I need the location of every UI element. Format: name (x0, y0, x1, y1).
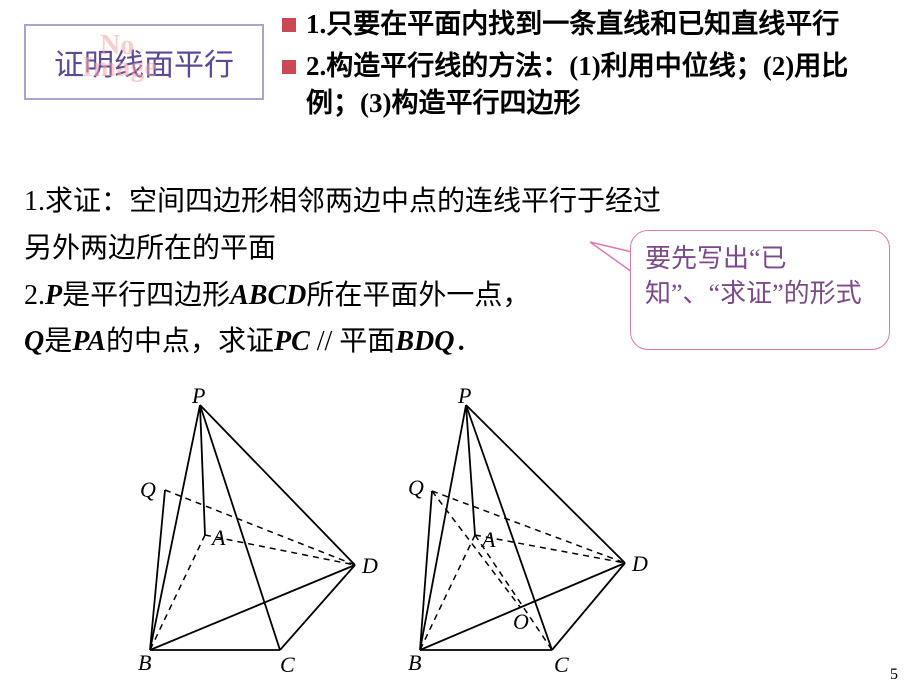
diagram-right: P Q A B C D O (380, 395, 640, 680)
p2-P: P (45, 280, 62, 311)
p2-t3: 是 (44, 326, 72, 357)
bullet-text-2: 2.构造平行线的方法：(1)利用中位线；(2)用比例；(3)构造平行四边形 (306, 48, 902, 121)
page-number: 5 (890, 666, 898, 684)
bullet-square-icon (282, 18, 296, 32)
callout-box: 要先写出“已知”、“求证”的形式 (630, 230, 890, 350)
bullet-square-icon (282, 60, 296, 74)
p2-ABCD: ABCD (230, 280, 306, 311)
title-box: 证明线面平行 (24, 24, 264, 100)
diagram-left: P Q A B C D (110, 395, 370, 680)
label-O: O (513, 609, 529, 634)
label-D: D (361, 553, 378, 578)
p2-t1: 是平行四边形 (62, 280, 230, 311)
p2-t4: 的中点，求证 (106, 326, 274, 357)
diagrams-area: P Q A B C D P Q (110, 395, 650, 675)
label-P: P (191, 383, 205, 408)
callout-text: 要先写出“已知”、“求证”的形式 (645, 244, 862, 308)
title-text: 证明线面平行 (54, 40, 234, 84)
label-Q: Q (408, 475, 424, 500)
label-C: C (554, 652, 569, 677)
p2-t2: 所在平面外一点， (306, 280, 530, 311)
label-Q: Q (140, 477, 156, 502)
bullet-text-1: 1.只要在平面内找到一条直线和已知直线平行 (306, 6, 839, 42)
label-A: A (480, 527, 496, 552)
label-B: B (408, 650, 421, 675)
label-B: B (138, 650, 151, 675)
label-C: C (280, 652, 295, 677)
p2-PA: PA (72, 326, 106, 357)
p2-t5: // 平面 (310, 326, 396, 357)
p1-label: 1. (24, 186, 45, 217)
bullet-item: 1.只要在平面内找到一条直线和已知直线平行 (282, 6, 902, 42)
p2-prefix: 2. (24, 280, 45, 311)
p2-period: ． (454, 326, 482, 357)
p2-PC: PC (274, 326, 310, 357)
label-P: P (457, 383, 471, 408)
bullet-list: 1.只要在平面内找到一条直线和已知直线平行 2.构造平行线的方法：(1)利用中位… (282, 6, 902, 127)
bullet-item: 2.构造平行线的方法：(1)利用中位线；(2)用比例；(3)构造平行四边形 (282, 48, 902, 121)
problem-1-line-1: 1.求证：空间四边形相邻两边中点的连线平行于经过 (24, 180, 894, 225)
p2-Q: Q (24, 326, 44, 357)
p1-l1: 求证：空间四边形相邻两边中点的连线平行于经过 (45, 186, 661, 217)
label-A: A (210, 525, 226, 550)
label-D: D (631, 551, 648, 576)
p2-BDQ: BDQ (395, 326, 454, 357)
